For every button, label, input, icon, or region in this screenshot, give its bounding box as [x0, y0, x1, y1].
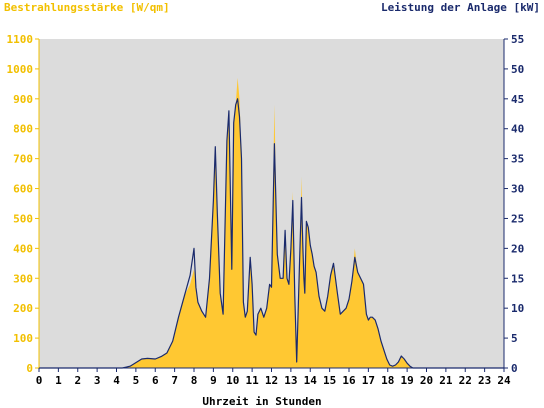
- x-tick-label: 14: [304, 374, 318, 387]
- left-tick-label: 0: [26, 362, 33, 375]
- x-axis-label: Uhrzeit in Stunden: [202, 395, 321, 408]
- x-tick-label: 24: [497, 374, 511, 387]
- power-line: [39, 98, 504, 369]
- x-tick-group: 0 1 2 3 4 5 6 7 8 9 10 11 12 13 14 15 16 17 18 19 20 21 22 23 24: [36, 368, 511, 387]
- x-tick-label: 22: [459, 374, 472, 387]
- x-tick-label: 13: [284, 374, 297, 387]
- right-axis-title: Leistung der Anlage [kW]: [381, 1, 540, 14]
- left-axis-title: Bestrahlungsstärke [W/qm]: [4, 1, 170, 14]
- right-tick-label: 15: [511, 272, 524, 285]
- x-tick-label: 20: [420, 374, 433, 387]
- x-tick-label: 10: [226, 374, 239, 387]
- x-tick-label: 2: [74, 374, 81, 387]
- right-tick-label: 45: [511, 93, 524, 106]
- x-tick-label: 18: [381, 374, 394, 387]
- left-tick-group: 0 100 200 300 400 500 600 700 800 900 1000 1100: [7, 33, 39, 375]
- right-tick-label: 50: [511, 63, 524, 76]
- left-tick-label: 900: [13, 93, 33, 106]
- x-tick-label: 4: [113, 374, 120, 387]
- x-tick-label: 3: [94, 374, 101, 387]
- left-tick-label: 1100: [7, 33, 34, 46]
- x-tick-label: 19: [401, 374, 414, 387]
- left-tick-label: 400: [13, 242, 33, 255]
- x-tick-label: 1: [55, 374, 62, 387]
- x-tick-label: 7: [171, 374, 178, 387]
- x-tick-label: 23: [478, 374, 491, 387]
- right-tick-label: 30: [511, 183, 524, 196]
- x-tick-label: 6: [152, 374, 159, 387]
- right-tick-label: 35: [511, 153, 524, 166]
- irradiance-area: [39, 77, 504, 369]
- left-tick-label: 600: [13, 183, 33, 196]
- x-tick-label: 16: [342, 374, 356, 387]
- left-tick-label: 1000: [7, 63, 34, 76]
- left-tick-label: 100: [13, 332, 33, 345]
- right-tick-group: 0 5 10 15 20 25 30 35 40 45 50 55: [504, 33, 524, 375]
- x-tick-label: 9: [210, 374, 217, 387]
- x-tick-label: 11: [246, 374, 260, 387]
- left-tick-label: 500: [13, 212, 33, 225]
- right-tick-label: 55: [511, 33, 524, 46]
- right-tick-label: 5: [511, 332, 518, 345]
- right-tick-label: 25: [511, 212, 524, 225]
- right-tick-label: 40: [511, 123, 524, 136]
- left-tick-label: 300: [13, 272, 33, 285]
- right-tick-label: 10: [511, 302, 524, 315]
- left-tick-label: 700: [13, 153, 33, 166]
- left-tick-label: 200: [13, 302, 33, 315]
- x-tick-label: 17: [362, 374, 375, 387]
- x-tick-label: 0: [36, 374, 43, 387]
- x-tick-label: 5: [133, 374, 140, 387]
- x-tick-label: 12: [265, 374, 278, 387]
- x-tick-label: 8: [191, 374, 198, 387]
- x-tick-label: 21: [439, 374, 453, 387]
- right-tick-label: 20: [511, 242, 524, 255]
- left-tick-label: 800: [13, 123, 33, 136]
- x-tick-label: 15: [323, 374, 336, 387]
- right-tick-label: 0: [511, 362, 518, 375]
